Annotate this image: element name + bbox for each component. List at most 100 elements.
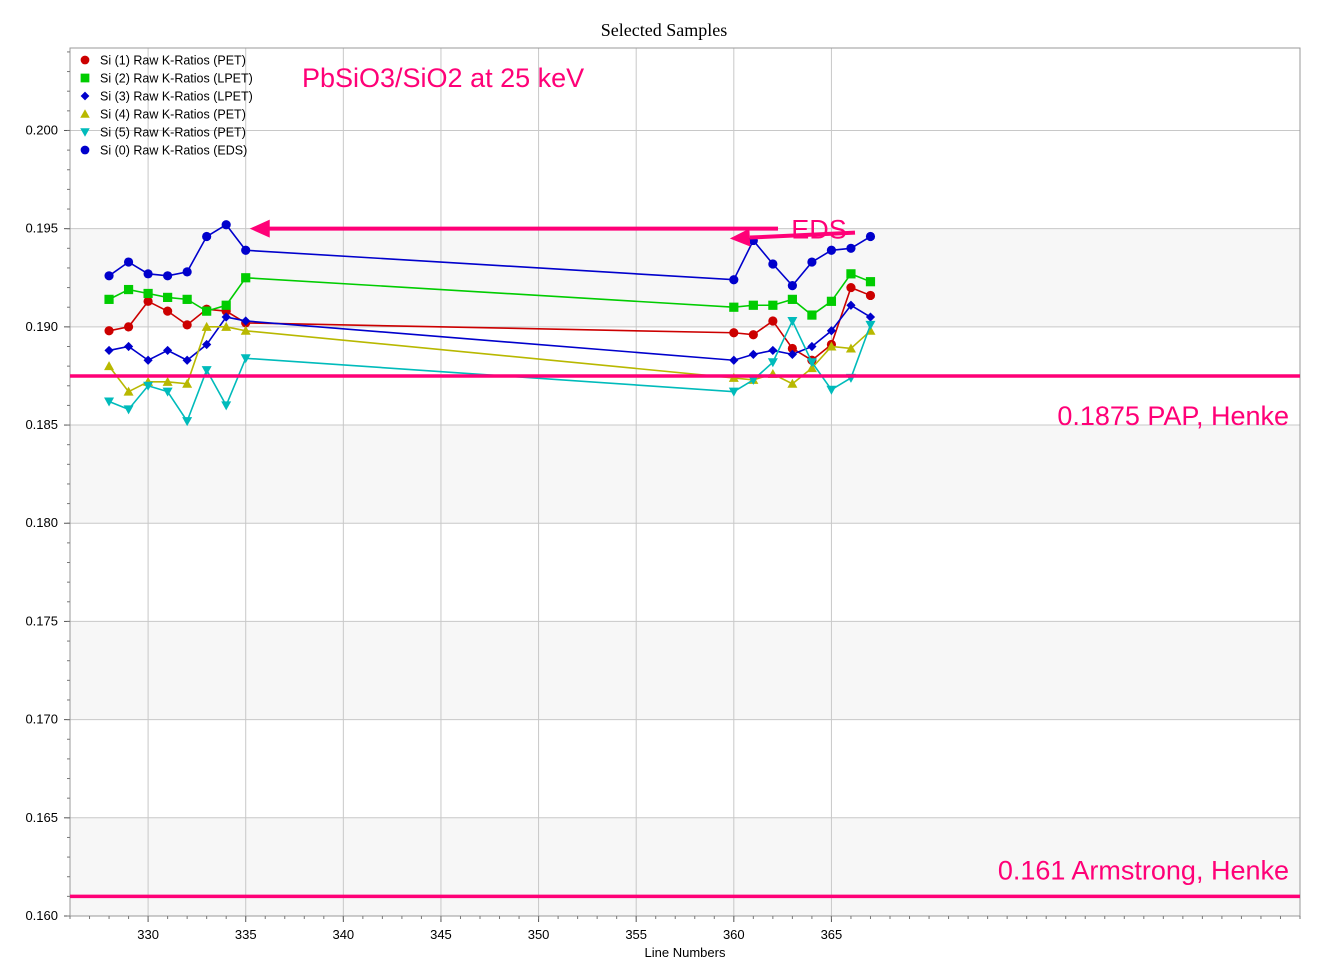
data-point	[768, 316, 778, 326]
x-tick-label: 360	[723, 927, 745, 942]
plot-band	[70, 523, 1300, 622]
data-point	[748, 375, 759, 385]
y-tick-label: 0.180	[25, 515, 58, 530]
x-tick-label: 355	[625, 927, 647, 942]
eds-arrowhead-left	[249, 219, 270, 238]
legend-marker	[80, 128, 90, 137]
data-point	[807, 341, 817, 352]
y-tick-label: 0.195	[25, 221, 58, 236]
data-point	[826, 326, 837, 336]
x-tick-label: 335	[235, 927, 257, 942]
data-point	[241, 316, 251, 326]
x-axis-label: Line Numbers	[645, 945, 726, 960]
legend-entry: Si (0) Raw K-Ratios (EDS)	[100, 144, 247, 158]
series-1	[104, 269, 876, 320]
data-point	[846, 243, 856, 253]
legend-marker	[80, 91, 90, 101]
data-point	[162, 387, 173, 397]
data-point	[104, 345, 114, 356]
data-point	[182, 294, 192, 304]
series-line	[108, 272, 871, 317]
legend-entry: Si (5) Raw K-Ratios (PET)	[100, 126, 246, 140]
data-point	[163, 271, 173, 281]
plot-band	[70, 130, 1300, 229]
data-point	[748, 349, 758, 359]
legend: Si (1) Raw K-Ratios (PET) Si (2) Raw K-Ra…	[80, 54, 253, 158]
data-point	[807, 310, 817, 320]
y-tick-label: 0.190	[25, 319, 58, 334]
legend-entry: Si (3) Raw K-Ratios (LPET)	[100, 90, 253, 104]
y-tick-label: 0.200	[25, 122, 58, 137]
data-point	[240, 354, 251, 364]
data-point	[201, 366, 212, 376]
series-2	[104, 300, 876, 365]
data-point	[143, 288, 153, 299]
data-point	[865, 312, 876, 322]
data-point	[241, 273, 251, 283]
data-point	[241, 245, 251, 255]
reference-lines: 0.1875 PAP, Henke 0.161 Armstrong, Henke	[70, 374, 1300, 899]
legend-marker	[80, 55, 90, 65]
y-axis: 0.160 0.165 0.170 0.175 0.180 0.185 0.190 0.195…	[25, 51, 70, 923]
data-point	[202, 339, 212, 350]
data-point	[845, 343, 856, 353]
data-point	[787, 294, 797, 304]
data-point	[728, 387, 739, 397]
data-point	[143, 381, 154, 391]
data-point	[767, 358, 778, 368]
data-point	[123, 284, 134, 295]
legend-marker	[80, 145, 90, 155]
plot-band	[70, 621, 1300, 720]
data-point	[865, 290, 876, 301]
data-point	[182, 355, 192, 365]
legend-entry: Si (1) Raw K-Ratios (PET)	[100, 54, 246, 68]
data-point	[221, 321, 232, 331]
chart-title: Selected Samples	[601, 20, 727, 40]
data-point	[123, 322, 134, 332]
legend-entry: Si (2) Raw K-Ratios (LPET)	[100, 72, 253, 86]
reference-line-label: 0.1875 PAP, Henke	[1057, 401, 1289, 431]
data-point	[865, 231, 876, 242]
data-point	[104, 397, 115, 407]
data-point	[143, 269, 153, 279]
series-line	[108, 304, 871, 362]
plot-background	[70, 48, 1300, 916]
grid	[70, 48, 1300, 917]
data-point	[123, 341, 134, 352]
y-tick-label: 0.165	[25, 810, 58, 825]
series-line	[108, 326, 872, 393]
data-point	[202, 231, 212, 242]
data-point	[846, 300, 856, 310]
data-point	[768, 345, 778, 356]
reference-line-label: 0.161 Armstrong, Henke	[998, 855, 1289, 885]
data-point	[846, 269, 856, 279]
y-tick-label: 0.175	[25, 613, 58, 628]
plot-band	[70, 48, 1300, 131]
data-point	[143, 296, 153, 306]
eds-arrowhead-right	[729, 228, 751, 247]
data-point	[221, 220, 231, 230]
data-point	[104, 271, 114, 281]
y-tick-label: 0.160	[25, 908, 58, 923]
data-point	[787, 281, 797, 291]
data-point	[787, 378, 798, 388]
data-point	[201, 321, 212, 331]
data-point	[729, 328, 739, 338]
data-point	[768, 259, 778, 269]
data-point	[104, 294, 114, 304]
data-point	[182, 378, 193, 388]
eds-arrow-right	[749, 230, 856, 240]
data-point	[202, 306, 212, 316]
sample-annotation: PbSiO3/SiO2 at 25 keV	[302, 63, 584, 93]
data-point	[826, 296, 837, 306]
data-point	[826, 385, 837, 395]
data-point	[143, 355, 153, 365]
data-point	[162, 376, 173, 386]
data-point	[729, 302, 739, 312]
data-point	[865, 320, 876, 330]
plot-band	[70, 425, 1300, 524]
x-tick-label: 365	[821, 927, 843, 942]
series-line	[108, 286, 871, 362]
data-point	[787, 343, 797, 354]
